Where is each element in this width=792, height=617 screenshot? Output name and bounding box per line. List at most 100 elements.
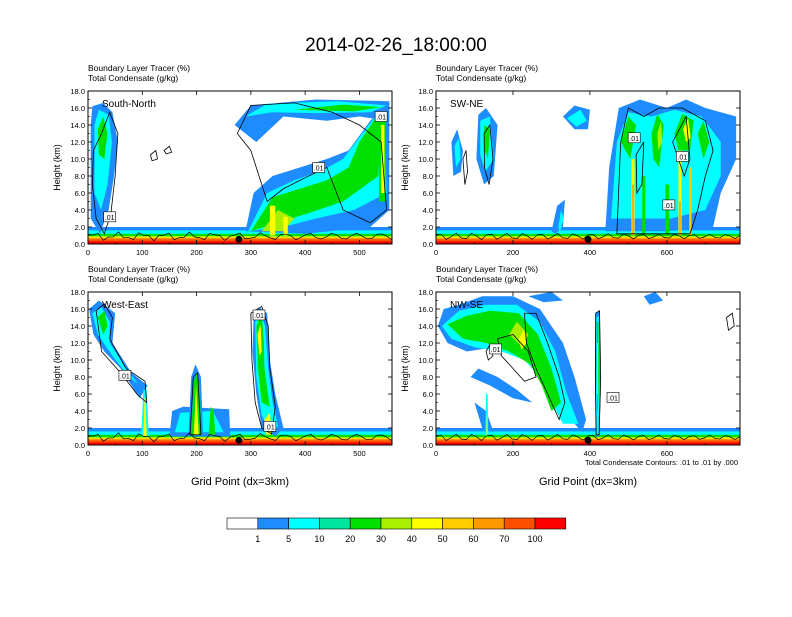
contour-label-box [118,369,132,381]
x-tick-label: 200 [507,449,520,458]
condensate-contour-4 [672,115,691,178]
y-tick-label: 14.0 [418,121,433,130]
contour-label-text: .01 [254,313,264,320]
contour-label-box [627,132,641,144]
y-tick-label: 12.0 [418,339,433,348]
colorbar-swatch-c10 [319,517,351,530]
panel-title-tracer: Boundary Layer Tracer (%) [436,63,538,73]
x-tick-label: 300 [245,248,258,257]
tracer-region-13 [597,343,599,394]
location-marker [584,235,592,243]
tracer-region-16 [683,118,691,142]
tracer-region-10 [208,406,216,435]
panel-title-tracer: Boundary Layer Tracer (%) [436,264,538,274]
y-axis-label: Height (km) [52,345,62,392]
y-tick-label: 0.0 [423,240,433,249]
tracer-region-18 [632,184,634,236]
y-tick-label: 6.0 [75,189,85,198]
panel-name: NW-SE [450,300,483,311]
y-tick-label: 6.0 [423,390,433,399]
contour-label-box [374,111,388,122]
tracer-region-9 [193,385,199,435]
y-tick-label: 18.0 [418,87,433,96]
colorbar-label: 1 [255,534,260,544]
tracer-region-21 [689,167,692,236]
panels: .01 .01 .01 0.0 2.0 4.0 6.0 8.0 10.0 12.0 14.0 16.0… [52,63,741,458]
surface-contour [436,232,740,240]
colorbar-swatch-c70 [503,517,536,530]
contour-label-text: .01 [105,215,115,222]
y-tick-label: 6.0 [423,189,433,198]
tracer-region-4 [484,125,490,159]
tracer-region-6 [566,109,587,127]
plot-area: .01 .01 .01 [88,99,392,244]
condensate-contour-2 [189,371,202,436]
tracer-region-14 [697,120,710,159]
y-tick-label: 12.0 [70,339,85,348]
plot-background [88,292,392,445]
tracer-region-22 [642,176,646,236]
y-tick-label: 14.0 [70,121,85,130]
tracer-region-2 [97,310,108,335]
contour-label-text: .01 [664,203,674,210]
y-tick-label: 0.0 [75,240,85,249]
colorbar-swatch-c20 [349,517,382,530]
contour-label-box [489,343,502,355]
y-tick-label: 8.0 [75,172,85,181]
panel-sw-ne: .01 .01 .01 0.0 2.0 4.0 6.0 8.0 10.0 12.0 14.0 16.0… [400,63,741,257]
contour-label-0: .01 [627,132,641,144]
x-tick-label: 600 [661,449,674,458]
tracer-region-12 [269,205,276,236]
colorbar-swatch-c100 [534,517,567,530]
contour-label-2: .01 [252,309,266,321]
contour-label-text: .01 [629,136,639,143]
colorbar-label: 60 [468,534,478,544]
contour-label-box [312,162,326,173]
contour-label-0: .01 [489,343,502,355]
y-tick-label: 18.0 [70,87,85,96]
location-marker [584,436,592,444]
x-tick-label: 200 [190,449,203,458]
colorbar-swatch-c1 [257,517,289,530]
x-tick-label: 0 [434,248,438,257]
colorbar-label: 40 [407,534,417,544]
x-tick-label: 400 [299,248,312,257]
x-tick-label: 300 [245,449,258,458]
x-tick-label: 200 [190,248,203,257]
condensate-contour-1 [524,312,566,421]
panel-title-condensate: Total Condensate (g/kg) [436,73,526,83]
y-tick-label: 12.0 [418,138,433,147]
surface-band-c100 [88,442,392,445]
y-tick-label: 10.0 [70,155,85,164]
tracer-region-2 [447,310,562,411]
panel-title-tracer: Boundary Layer Tracer (%) [88,63,190,73]
y-tick-label: 2.0 [75,424,85,433]
panel-title-tracer: Boundary Layer Tracer (%) [88,264,190,274]
colorbar-swatch-c5 [288,517,320,530]
panel-title-condensate: Total Condensate (g/kg) [436,274,526,284]
condensate-contour-0 [497,334,537,382]
tracer-region-5 [250,109,382,232]
main-title: 2014-02-26_18:00:00 [305,35,487,56]
tracer-region-5 [528,292,563,303]
x-tick-label: 500 [353,449,366,458]
y-tick-label: 16.0 [70,104,85,113]
y-tick-label: 4.0 [75,407,85,416]
colorbar-label: 10 [314,534,324,544]
condensate-contour-0 [95,303,148,404]
panel-west-east: .01 .01 .01 0.0 2.0 4.0 6.0 8.0 10.0 12.0 14.0 16.0… [52,264,393,458]
y-tick-label: 4.0 [423,407,433,416]
y-tick-label: 2.0 [423,223,433,232]
y-tick-label: 10.0 [418,155,433,164]
tracer-region-13 [283,216,288,236]
colorbar-swatch-c30 [380,517,413,530]
contour-label-1: .01 [312,162,326,173]
colorbar-label: 20 [345,534,355,544]
x-tick-label: 100 [136,449,149,458]
surface-contour [436,433,740,441]
condensate-contour-3 [726,312,735,331]
tracer-region-9 [486,415,488,437]
y-tick-label: 14.0 [418,322,433,331]
condensate-contour-0 [91,111,119,235]
x-tick-label: 400 [584,248,597,257]
